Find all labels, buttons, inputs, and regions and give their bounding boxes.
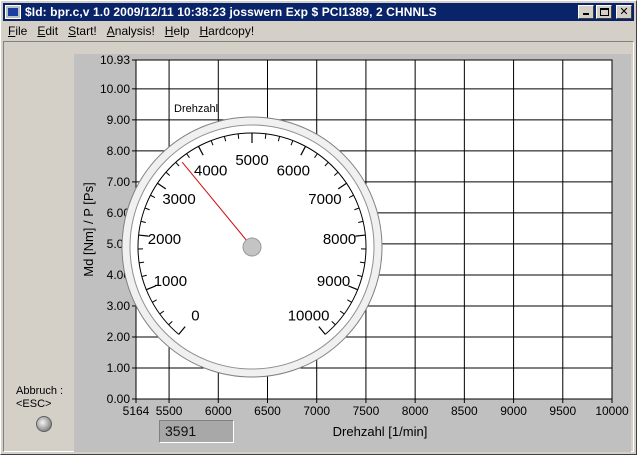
gauge-major-tick [355,234,366,237]
maximize-button[interactable] [596,5,612,19]
gauge-minor-tick [139,261,145,264]
gauge-major-tick [146,285,156,291]
gauge-label: Drehzahl [174,103,218,115]
close-button[interactable]: ✕ [616,5,632,19]
x-tick-label: 7000 [303,404,330,418]
y-tick-label: 10.93 [100,53,130,67]
y-axis-label: Md [Nm] / P [Ps] [81,182,96,276]
title-bar[interactable]: $Id: bpr.c,v 1.0 2009/12/11 10:38:23 jos… [3,3,634,21]
gauge-tick-label: 9000 [317,273,350,290]
menu-bar: File Edit Start! Analysis! Help Hardcopy… [3,22,634,40]
gauge-minor-tick [354,207,360,211]
y-tick-label: 10.00 [100,82,130,96]
x-tick-label: 6000 [205,404,232,418]
rpm-readout: 3591 [159,420,234,443]
y-tick-label: 1.00 [107,361,131,375]
menu-hardcopy[interactable]: Hardcopy! [199,24,255,38]
gauge-minor-tick [333,171,339,176]
gauge-minor-tick [264,133,267,139]
gauge-minor-tick [348,194,354,198]
menu-start[interactable]: Start! [68,24,97,38]
client-area: 5164 5500 6000 6500 7000 7500 8000 8500 9000 9500… [3,41,634,452]
x-tick-label: 9000 [500,404,527,418]
abort-label-line2: <ESC> [16,398,52,410]
gauge-minor-tick [324,161,329,167]
y-tick-label: 0.00 [107,392,131,406]
gauge-minor-tick [141,274,147,277]
y-tick-label: 6.00 [107,206,131,220]
gauge-minor-tick [237,133,240,139]
gauge-needle [181,161,253,248]
maximize-icon [600,8,609,16]
gauge-minor-tick [168,320,173,326]
menu-edit[interactable]: Edit [37,24,59,38]
gauge-minor-tick [175,161,180,167]
gauge-tick-label: 10000 [288,307,330,324]
gauge-minor-tick [159,310,165,315]
gauge-tick-label: 3000 [162,191,195,208]
gauge-minor-tick [331,320,336,326]
gauge-major-tick [178,326,186,335]
gauge-minor-tick [140,220,146,223]
gauge-tick-label: 5000 [235,152,268,169]
menu-file[interactable]: File [8,24,28,38]
abort-label: Abbruch : <ESC> [16,385,63,411]
abort-label-line1: Abbruch : [16,385,64,397]
x-axis-label: Drehzahl [1/min] [333,424,428,439]
x-tick-label: 6500 [254,404,281,418]
gauge-minor-tick [357,274,363,277]
minimize-button[interactable] [578,5,594,19]
gauge-minor-tick [152,299,157,303]
gauge-major-tick [197,146,204,156]
gauge-minor-tick [223,136,227,142]
x-tick-label: 5164 [123,404,150,418]
y-tick-label: 8.00 [107,144,131,158]
gauge-minor-tick [144,207,150,211]
app-icon[interactable] [5,5,21,19]
gauge-minor-tick [210,140,214,146]
x-tick-label: 9500 [549,404,576,418]
gauge-major-tick [157,182,167,190]
menu-analysis[interactable]: Analysis! [106,24,155,38]
menu-help[interactable]: Help [164,24,190,38]
gauge-minor-tick [186,153,190,158]
x-tick-label: 8500 [451,404,478,418]
gauge-tick-label: 2000 [148,231,181,248]
gauge-tick-label: 0 [191,307,199,324]
gauge-tick-label: 1000 [154,273,187,290]
gauge-minor-tick [165,171,171,176]
gauge-minor-tick [359,261,365,264]
gauge-tick-label: 7000 [308,191,341,208]
gauge-minor-tick [277,136,281,142]
window-title: $Id: bpr.c,v 1.0 2009/12/11 10:38:23 jos… [25,5,437,19]
gauge-major-tick [318,326,326,335]
y-tick-label: 7.00 [107,175,131,189]
gauge-minor-tick [314,153,318,158]
gauge-tick-label: 6000 [277,162,310,179]
y-tick-label: 2.00 [107,330,131,344]
gauge-tick-label: 8000 [323,231,356,248]
gauge-major-tick [348,285,358,291]
gauge-minor-tick [339,310,345,315]
gauge-tick-label: 4000 [194,162,227,179]
gauge-minor-tick [347,299,352,303]
y-tick-label: 3.00 [107,299,131,313]
gauge-major-tick [300,146,307,156]
gauge-minor-tick [290,140,294,146]
gauge-minor-tick [358,220,364,223]
gauge-minor-tick [150,194,156,198]
gauge-hub [242,237,262,257]
chart-svg: 5164 5500 6000 6500 7000 7500 8000 8500 9000 9500… [81,53,629,439]
y-tick-label: 9.00 [107,113,131,127]
gauge-major-tick [337,182,347,190]
gauge-major-tick [138,234,149,237]
minimize-icon [583,13,589,15]
x-tick-label: 5500 [156,404,183,418]
x-tick-label: 7500 [353,404,380,418]
abort-indicator[interactable] [36,416,52,432]
x-tick-label: 10000 [595,404,629,418]
x-tick-label: 8000 [402,404,429,418]
close-icon: ✕ [619,6,629,18]
